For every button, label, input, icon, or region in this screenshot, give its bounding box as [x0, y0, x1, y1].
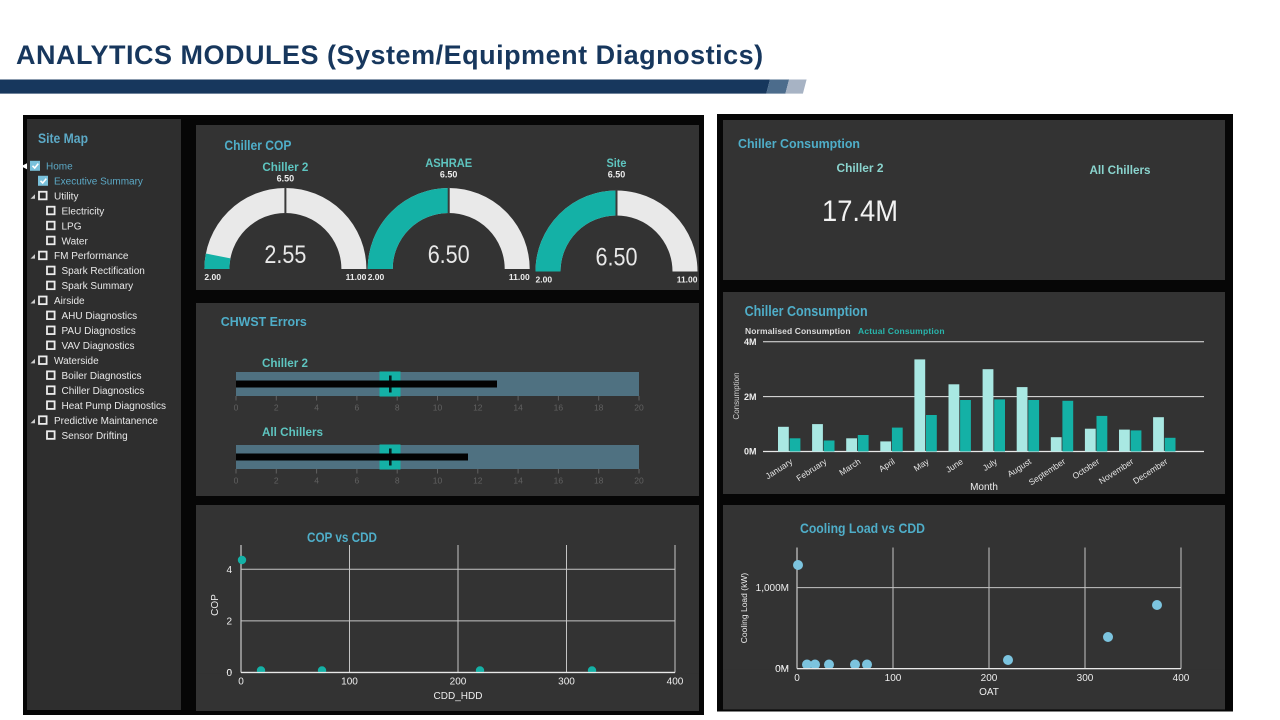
- svg-text:Consumption: Consumption: [732, 372, 741, 419]
- svg-text:Electricity: Electricity: [62, 206, 105, 217]
- svg-text:Spark Summary: Spark Summary: [62, 281, 134, 292]
- svg-text:0M: 0M: [744, 447, 757, 457]
- svg-text:Waterside: Waterside: [54, 356, 99, 367]
- svg-text:Executive Summary: Executive Summary: [54, 176, 143, 187]
- svg-text:6.50: 6.50: [440, 170, 458, 180]
- svg-text:All Chillers: All Chillers: [262, 425, 323, 439]
- svg-text:Utility: Utility: [54, 191, 78, 202]
- svg-text:10: 10: [433, 403, 443, 413]
- svg-text:300: 300: [1077, 673, 1094, 684]
- svg-text:Spark Rectification: Spark Rectification: [62, 266, 145, 277]
- svg-text:OAT: OAT: [979, 687, 999, 698]
- svg-text:CHWST Errors: CHWST Errors: [221, 314, 307, 329]
- svg-text:Site: Site: [607, 156, 627, 170]
- svg-text:200: 200: [981, 673, 998, 684]
- svg-text:Site Map: Site Map: [38, 130, 88, 146]
- svg-text:8: 8: [395, 403, 400, 413]
- svg-text:Water: Water: [62, 236, 89, 247]
- svg-text:2: 2: [274, 403, 279, 413]
- svg-text:Chiller Consumption: Chiller Consumption: [738, 137, 860, 151]
- svg-text:FM Performance: FM Performance: [54, 251, 129, 262]
- svg-text:300: 300: [558, 677, 575, 688]
- svg-text:18: 18: [594, 476, 604, 486]
- svg-text:100: 100: [341, 677, 358, 688]
- svg-text:2.00: 2.00: [536, 275, 553, 285]
- svg-text:CDD_HDD: CDD_HDD: [434, 691, 483, 702]
- svg-text:11.00: 11.00: [509, 272, 530, 282]
- svg-text:Airside: Airside: [54, 296, 85, 307]
- svg-text:Chiller 2: Chiller 2: [262, 356, 308, 370]
- svg-text:1,000M: 1,000M: [756, 583, 789, 594]
- svg-text:Chiller COP: Chiller COP: [224, 137, 291, 153]
- svg-text:12: 12: [473, 403, 483, 413]
- svg-text:AHU Diagnostics: AHU Diagnostics: [62, 311, 138, 322]
- svg-text:17.4M: 17.4M: [822, 195, 898, 228]
- svg-text:16: 16: [554, 476, 564, 486]
- svg-text:Cooling Load vs CDD: Cooling Load vs CDD: [800, 521, 925, 536]
- svg-text:VAV Diagnostics: VAV Diagnostics: [62, 341, 135, 352]
- svg-text:2.00: 2.00: [204, 272, 221, 282]
- svg-text:4: 4: [226, 565, 232, 576]
- svg-text:14: 14: [513, 476, 523, 486]
- svg-text:2: 2: [274, 476, 279, 486]
- svg-text:2.00: 2.00: [368, 272, 385, 282]
- svg-text:6.50: 6.50: [608, 170, 626, 180]
- svg-text:2: 2: [226, 616, 232, 627]
- svg-text:Chiller Diagnostics: Chiller Diagnostics: [62, 386, 145, 397]
- svg-text:Cooling Load (kW): Cooling Load (kW): [739, 573, 749, 644]
- svg-text:400: 400: [1173, 673, 1190, 684]
- svg-text:100: 100: [885, 673, 902, 684]
- svg-text:Home: Home: [46, 161, 73, 172]
- svg-text:18: 18: [594, 403, 604, 413]
- svg-text:4: 4: [314, 403, 319, 413]
- svg-text:Predictive Maintanence: Predictive Maintanence: [54, 416, 158, 427]
- svg-text:4: 4: [314, 476, 319, 486]
- svg-text:14: 14: [513, 403, 523, 413]
- svg-text:20: 20: [634, 403, 644, 413]
- svg-text:6.50: 6.50: [428, 241, 470, 269]
- svg-text:0: 0: [234, 476, 239, 486]
- svg-text:20: 20: [634, 476, 644, 486]
- svg-text:11.00: 11.00: [346, 272, 367, 282]
- svg-text:Chiller Consumption: Chiller Consumption: [745, 304, 868, 320]
- svg-text:6.50: 6.50: [277, 174, 295, 184]
- svg-text:0: 0: [238, 677, 244, 688]
- svg-text:0: 0: [794, 673, 800, 684]
- svg-text:ANALYTICS MODULES (System/Equi: ANALYTICS MODULES (System/Equipment Diag…: [16, 40, 764, 70]
- svg-text:12: 12: [473, 476, 483, 486]
- svg-text:11.00: 11.00: [677, 275, 698, 285]
- svg-text:LPG: LPG: [62, 221, 82, 232]
- svg-text:Chiller 2: Chiller 2: [837, 161, 884, 175]
- svg-text:2.55: 2.55: [264, 241, 306, 269]
- svg-text:Sensor Drifting: Sensor Drifting: [62, 431, 128, 442]
- svg-text:4M: 4M: [744, 337, 757, 347]
- svg-text:400: 400: [667, 677, 684, 688]
- svg-text:COP: COP: [210, 594, 221, 616]
- svg-text:6: 6: [355, 403, 360, 413]
- svg-text:Normalised Consumption: Normalised Consumption: [745, 326, 851, 336]
- svg-text:0: 0: [234, 403, 239, 413]
- svg-text:COP vs CDD: COP vs CDD: [307, 529, 377, 545]
- svg-text:Month: Month: [970, 482, 998, 493]
- svg-text:Actual Consumption: Actual Consumption: [858, 326, 945, 336]
- svg-text:0M: 0M: [775, 664, 789, 675]
- svg-text:0: 0: [226, 668, 232, 679]
- svg-text:Heat Pump Diagnostics: Heat Pump Diagnostics: [62, 401, 167, 412]
- svg-text:Chiller 2: Chiller 2: [262, 160, 308, 174]
- svg-text:2M: 2M: [744, 392, 757, 402]
- svg-text:6.50: 6.50: [596, 244, 638, 272]
- svg-text:PAU Diagnostics: PAU Diagnostics: [62, 326, 136, 337]
- svg-text:ASHRAE: ASHRAE: [425, 156, 472, 170]
- svg-text:16: 16: [554, 403, 564, 413]
- svg-text:Boiler Diagnostics: Boiler Diagnostics: [62, 371, 142, 382]
- svg-text:All Chillers: All Chillers: [1090, 163, 1151, 177]
- svg-text:8: 8: [395, 476, 400, 486]
- svg-text:200: 200: [450, 677, 467, 688]
- svg-text:6: 6: [355, 476, 360, 486]
- svg-text:10: 10: [433, 476, 443, 486]
